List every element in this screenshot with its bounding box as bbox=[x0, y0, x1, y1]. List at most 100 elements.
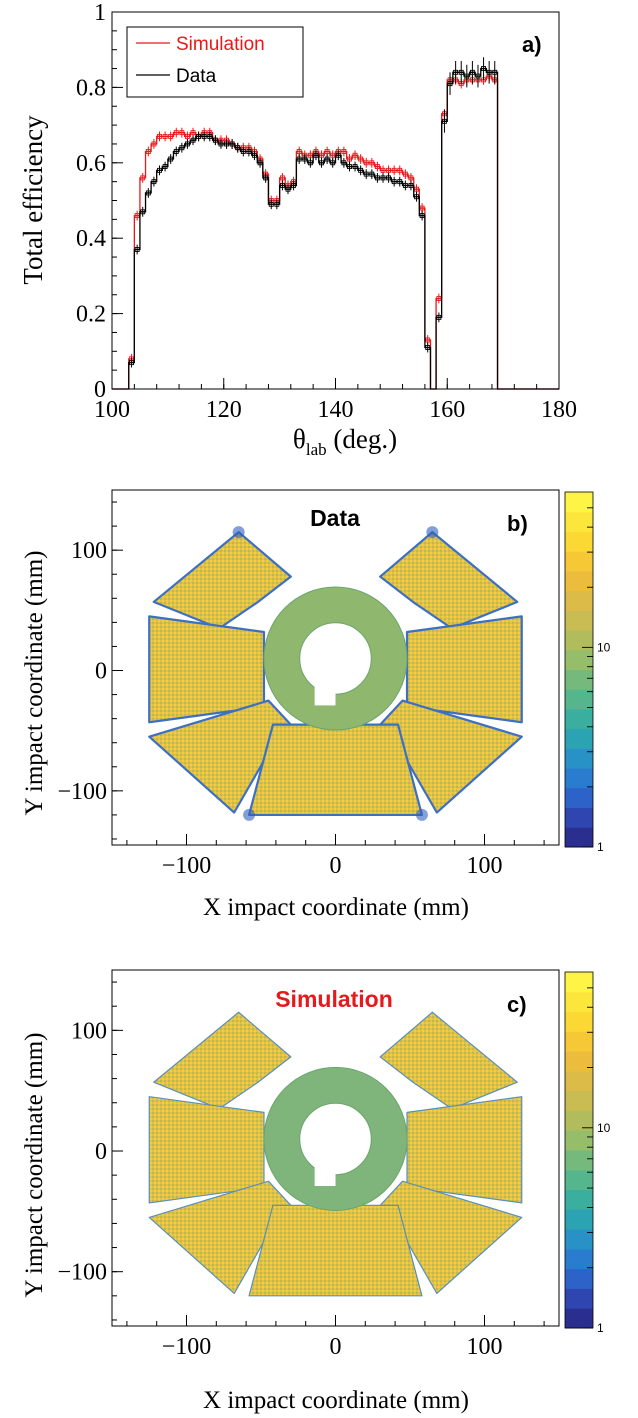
colorbar-band bbox=[565, 807, 593, 828]
x-tick-label: 100 bbox=[467, 1334, 503, 1360]
colorbar-band bbox=[565, 1189, 593, 1210]
data-point-simulation bbox=[279, 175, 285, 181]
y-tick-label: 100 bbox=[71, 538, 107, 564]
y-tick-label: −100 bbox=[57, 1260, 107, 1286]
central-ring bbox=[263, 586, 408, 731]
efficiency-y-axis-label: Total efficiency bbox=[18, 115, 48, 285]
data-point-data bbox=[408, 182, 414, 188]
sector-s bbox=[247, 723, 424, 817]
data-y-axis-label: Y impact coordinate (mm) bbox=[21, 551, 48, 816]
colorbar-frame bbox=[564, 971, 594, 1329]
simulation-impact-map: −100 −100 0 0 100 100 1 10 Y impact coordinate… bbox=[21, 969, 611, 1414]
data-point-data bbox=[235, 145, 241, 151]
data-point-simulation bbox=[358, 156, 364, 162]
data-point-data bbox=[458, 69, 464, 75]
y-tick-label: 0.6 bbox=[76, 151, 106, 177]
data-point-simulation bbox=[341, 149, 347, 154]
data-point-data bbox=[173, 149, 179, 154]
data-point-simulation bbox=[184, 133, 190, 139]
data-point-data bbox=[184, 141, 190, 147]
colorbar-band bbox=[565, 787, 593, 809]
data-point-simulation bbox=[140, 175, 146, 181]
colorbar-band bbox=[565, 551, 593, 572]
x-tick-label: 0 bbox=[330, 853, 342, 879]
colorbar-band bbox=[565, 1110, 593, 1131]
data-point-data bbox=[391, 179, 397, 185]
data-point-data bbox=[352, 164, 358, 170]
simulation-heatmap-axis-ticks: −100 −100 0 0 100 100 bbox=[57, 981, 545, 1360]
legend-simulation-label: Simulation bbox=[176, 34, 265, 55]
colorbar-band bbox=[565, 991, 593, 1013]
x-tick-label: 160 bbox=[429, 397, 465, 423]
data-point-data bbox=[380, 175, 386, 181]
colorbar-band bbox=[565, 590, 593, 611]
data-point-data bbox=[330, 160, 336, 166]
colorbar-band bbox=[565, 1051, 593, 1072]
sector-e bbox=[406, 1096, 523, 1204]
colorbar-frame bbox=[564, 491, 594, 848]
data-point-simulation bbox=[436, 296, 442, 301]
series-simulation bbox=[112, 71, 559, 390]
y-tick-label: 0.2 bbox=[76, 302, 106, 328]
efficiency-chart: 100 120 140 160 180 0 0.2 0.4 0.6 0.8 1 Total effi… bbox=[18, 0, 577, 459]
colorbar-band bbox=[565, 748, 593, 769]
data-point-data bbox=[212, 137, 218, 143]
colorbar-band bbox=[565, 570, 593, 592]
data-point-data bbox=[447, 81, 453, 87]
panel-label-b: b) bbox=[507, 511, 528, 536]
data-point-data bbox=[453, 69, 459, 75]
data-point-simulation bbox=[134, 213, 140, 219]
x-tick-label: 100 bbox=[94, 397, 130, 423]
data-point-data bbox=[319, 160, 324, 166]
data-point-simulation bbox=[296, 149, 302, 154]
data-point-simulation bbox=[391, 167, 397, 173]
colorbar-band bbox=[565, 1248, 593, 1270]
data-point-data bbox=[218, 141, 224, 147]
data-point-data bbox=[196, 133, 202, 139]
colorbar-band bbox=[565, 827, 593, 848]
data-point-data bbox=[179, 145, 185, 151]
data-point-simulation bbox=[168, 133, 174, 139]
data-point-simulation bbox=[380, 167, 386, 173]
data-point-data bbox=[324, 156, 330, 162]
data-point-data bbox=[263, 175, 269, 181]
data-point-data bbox=[302, 156, 308, 162]
step-line-data bbox=[112, 67, 559, 390]
panel-label-a: a) bbox=[522, 32, 542, 57]
data-point-data bbox=[285, 186, 291, 192]
y-tick-label: 0 bbox=[95, 659, 107, 685]
colorbar-band bbox=[565, 689, 593, 710]
colorbar-band bbox=[565, 1070, 593, 1092]
data-point-data bbox=[425, 345, 431, 350]
data-point-data bbox=[313, 152, 319, 158]
colorbar-band bbox=[565, 1150, 593, 1171]
data-point-simulation bbox=[414, 186, 419, 192]
data-heatmap-area bbox=[148, 526, 523, 821]
x-tick-label: 0 bbox=[330, 1334, 342, 1360]
data-point-data bbox=[341, 160, 347, 166]
data-point-data bbox=[224, 141, 229, 147]
legend-box bbox=[126, 26, 304, 98]
colorbar-band bbox=[565, 511, 593, 532]
data-point-simulation bbox=[397, 167, 403, 173]
y-tick-label: 0 bbox=[94, 377, 106, 403]
data-point-data bbox=[129, 360, 135, 366]
sector-w bbox=[148, 1096, 265, 1204]
colorbar-tick-label: 10 bbox=[597, 640, 611, 654]
data-point-simulation bbox=[347, 156, 352, 162]
data-point-data bbox=[335, 152, 341, 158]
efficiency-x-axis-label: θlab (deg.) bbox=[293, 424, 397, 459]
edge-hotspot bbox=[426, 526, 439, 539]
colorbar-band bbox=[565, 531, 593, 552]
data-point-simulation bbox=[369, 160, 375, 166]
x-tick-label: 140 bbox=[318, 397, 354, 423]
series-data bbox=[112, 57, 559, 390]
data-colorbar: 1 10 bbox=[564, 491, 611, 854]
efficiency-axis-ticks: 100 120 140 160 180 0 0.2 0.4 0.6 0.8 1 bbox=[76, 0, 577, 423]
data-point-simulation bbox=[151, 141, 157, 147]
efficiency-plot-area bbox=[112, 57, 559, 390]
y-tick-label: 0 bbox=[95, 1139, 107, 1165]
data-point-simulation bbox=[319, 152, 324, 158]
data-point-data bbox=[151, 179, 157, 185]
sector-s bbox=[248, 1204, 423, 1297]
